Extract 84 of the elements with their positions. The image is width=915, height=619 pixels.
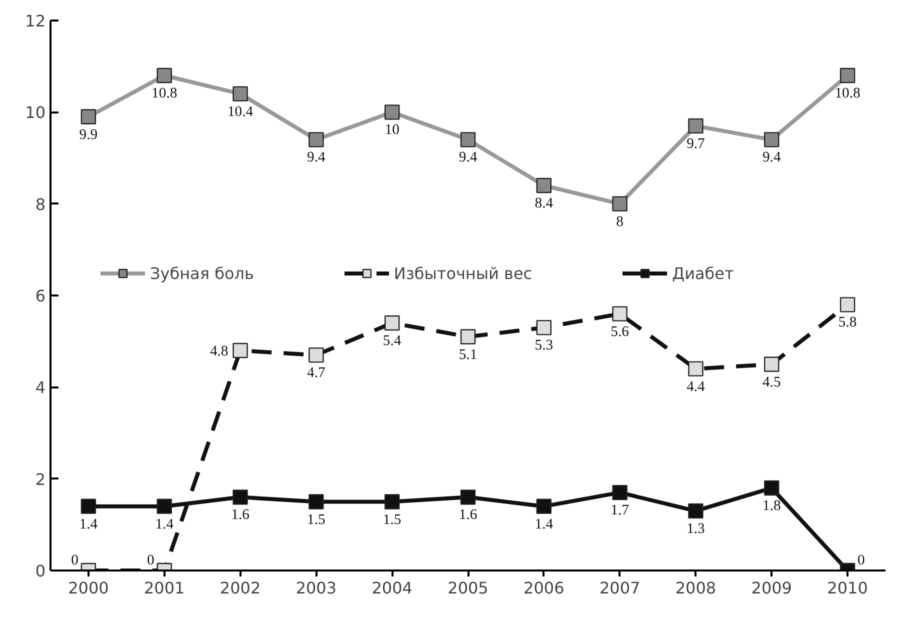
data-label: 9.4 [307,150,326,166]
data-label: 9.4 [762,150,782,166]
legend-label: Зубная боль [150,264,254,282]
point [156,68,172,84]
data-label: 0 [858,552,865,568]
y-tick-label: 12 [25,12,46,30]
x-tick-label: 2004 [372,578,412,598]
point [536,498,552,514]
legend-label: Избыточный вес [394,264,532,282]
data-label: 5.3 [534,338,554,354]
point [232,342,248,358]
point [536,178,552,194]
point [384,494,400,510]
point [688,503,704,519]
point [232,86,248,102]
point [840,68,856,84]
point [612,306,628,322]
data-label: 1.4 [155,516,174,532]
point [536,320,552,336]
data-label: 1.5 [307,512,326,528]
point [840,297,856,312]
x-tick-label: 2008 [675,578,716,598]
data-label: 5.8 [838,314,857,331]
point [80,498,96,514]
data-label: 0 [147,552,154,568]
point [764,132,780,148]
data-label: 4.7 [307,365,326,382]
point [384,315,400,331]
point [308,132,324,148]
x-tick-label: 2000 [68,578,109,598]
data-label: 8.4 [534,196,554,212]
x-tick-label: 2009 [751,578,792,598]
data-label: 1.7 [610,502,629,519]
data-label: 4.4 [686,378,706,395]
point [612,196,628,212]
x-tick-label: 2003 [296,578,337,598]
data-label: 4.8 [210,344,228,360]
data-label: 1.8 [762,498,781,514]
point [460,490,476,505]
x-tick-label: 2010 [827,578,868,598]
data-label: 1.4 [534,516,554,532]
x-tick-label: 2007 [599,578,640,598]
point [460,132,476,148]
data-label: 10 [384,122,400,138]
y-tick-label: 2 [35,470,46,489]
point [156,498,172,514]
point [764,356,780,372]
y-tick-label: 6 [35,286,46,306]
point [308,494,324,510]
data-label: 10.8 [834,86,860,102]
legend-label: Диабет [672,264,734,282]
data-label: 9.4 [458,150,478,166]
point [688,118,704,134]
data-label: 9.7 [686,136,705,152]
data-label: 0 [71,552,78,568]
data-label: 10.8 [152,86,178,102]
data-label: 1.6 [231,507,250,524]
data-label: 1.3 [686,520,705,537]
y-tick-label: 10 [25,103,46,122]
data-label: 5.6 [610,324,629,340]
x-tick-label: 2002 [220,578,261,598]
x-tick-label: 2006 [524,578,564,598]
point [612,484,628,500]
y-tick-label: 8 [35,194,46,214]
data-label: 10.4 [227,104,254,120]
data-label: 1.4 [79,516,98,532]
data-label: 1.5 [382,512,402,528]
y-tick-label: 4 [35,378,46,398]
point [460,329,476,344]
point [80,109,96,124]
x-tick-label: 2001 [144,578,185,598]
x-tick-label: 2005 [448,578,488,598]
point [384,104,400,120]
point [688,361,704,376]
data-label: 1.6 [458,507,478,524]
point [232,490,248,505]
data-label: 5.4 [382,333,402,349]
point [764,480,780,496]
data-label: 8 [616,214,624,230]
y-tick-label: 0 [35,562,46,580]
data-label: 9.9 [79,126,98,143]
data-label: 5.1 [458,346,478,363]
point [308,347,324,363]
data-label: 4.5 [762,374,781,390]
